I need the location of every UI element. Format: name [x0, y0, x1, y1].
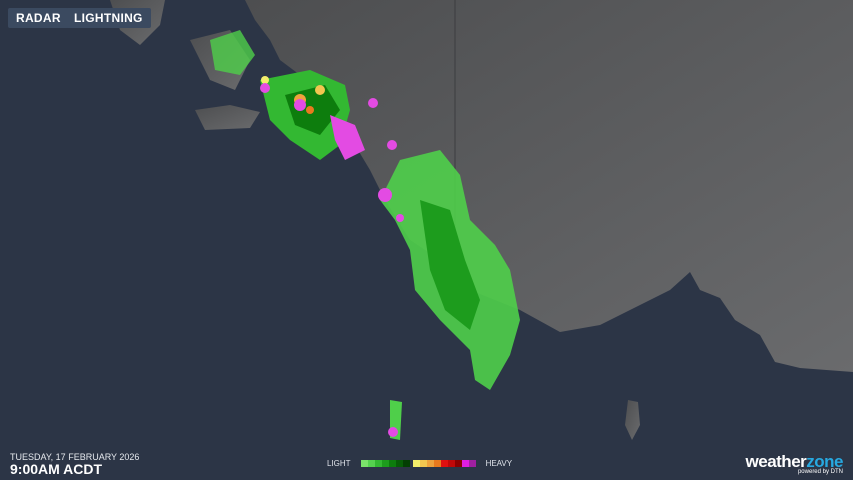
intensity-legend: LIGHT HEAVY	[327, 459, 512, 468]
legend-swatch	[440, 460, 448, 467]
radar-echoes	[210, 30, 520, 440]
legend-swatch	[468, 460, 476, 467]
logo-text-zone: zone	[806, 452, 843, 471]
time-label: 9:00AM ACDT	[10, 461, 103, 477]
legend-swatch	[374, 460, 382, 467]
legend-swatch	[395, 460, 403, 467]
legend-swatch	[412, 460, 420, 467]
legend-swatch	[461, 460, 469, 467]
weatherzone-logo: weatherzone powered by DTN	[745, 452, 844, 475]
logo-tagline: powered by DTN	[797, 469, 843, 475]
legend-color-bar	[360, 460, 476, 467]
legend-swatch	[367, 460, 375, 467]
legend-swatch	[402, 460, 410, 467]
radar-button[interactable]: RADAR	[8, 8, 69, 28]
legend-swatch	[454, 460, 462, 467]
lightning-button[interactable]: LIGHTNING	[66, 8, 151, 28]
logo-text-weather: weather	[745, 452, 807, 471]
legend-swatch	[426, 460, 434, 467]
legend-swatch	[433, 460, 441, 467]
legend-light-label: LIGHT	[327, 459, 351, 468]
date-label: TUESDAY, 17 FEBRUARY 2026	[10, 452, 140, 462]
legend-swatch	[360, 460, 368, 467]
legend-swatch	[388, 460, 396, 467]
legend-heavy-label: HEAVY	[485, 459, 513, 468]
legend-swatch	[447, 460, 455, 467]
legend-swatch	[381, 460, 389, 467]
land	[110, 0, 853, 440]
legend-swatch	[419, 460, 427, 467]
